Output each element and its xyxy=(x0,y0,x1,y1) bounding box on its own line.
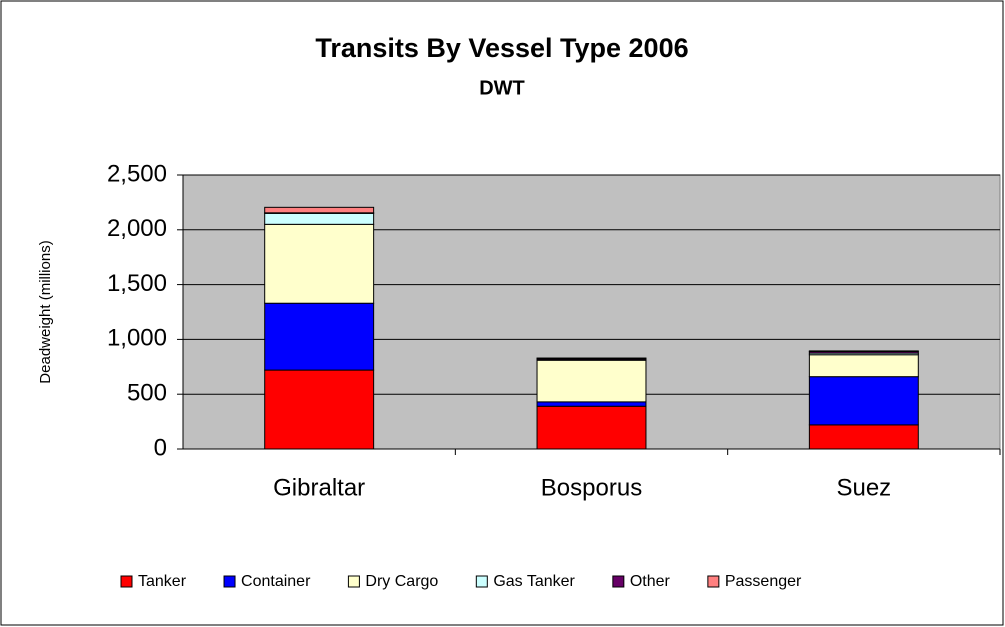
legend-swatch xyxy=(120,575,133,588)
y-tick-label: 1,500 xyxy=(107,270,167,297)
bar-segment xyxy=(808,350,919,352)
y-tick-label: 2,500 xyxy=(107,160,167,187)
legend-swatch xyxy=(223,575,236,588)
bar-segment xyxy=(808,424,919,450)
x-tick-label: Gibraltar xyxy=(273,474,365,501)
legend-label: Passenger xyxy=(725,573,802,590)
bar-segment xyxy=(264,212,375,225)
legend-label: Tanker xyxy=(138,573,187,590)
bar-segment xyxy=(808,376,919,426)
legend-swatch xyxy=(612,575,625,588)
bar-segment xyxy=(264,223,375,304)
legend-label: Other xyxy=(630,573,671,590)
y-tick-label: 500 xyxy=(127,380,167,407)
y-tick-label: 0 xyxy=(154,434,167,461)
legend-swatch xyxy=(347,575,360,588)
bar-segment xyxy=(808,354,919,378)
y-tick-label: 2,000 xyxy=(107,215,167,242)
bar-segment xyxy=(536,401,647,407)
x-tick-label: Bosporus xyxy=(541,474,642,501)
legend-label: Gas Tanker xyxy=(493,573,575,590)
bar-segment xyxy=(536,357,647,360)
bar-segment xyxy=(536,405,647,450)
x-tick-label: Suez xyxy=(836,474,891,501)
bar-segment xyxy=(264,206,375,214)
bar-segment xyxy=(536,359,647,403)
legend-label: Dry Cargo xyxy=(365,573,438,590)
legend-label: Container xyxy=(241,573,311,590)
bar-segment xyxy=(264,302,375,371)
legend-swatch xyxy=(707,575,720,588)
chart-subtitle: DWT xyxy=(479,77,525,99)
chart-title: Transits By Vessel Type 2006 xyxy=(315,33,688,63)
y-tick-label: 1,000 xyxy=(107,325,167,352)
y-axis-label: Deadweight (millions) xyxy=(37,240,54,383)
legend-swatch xyxy=(475,575,488,588)
bar-segment xyxy=(264,369,375,450)
